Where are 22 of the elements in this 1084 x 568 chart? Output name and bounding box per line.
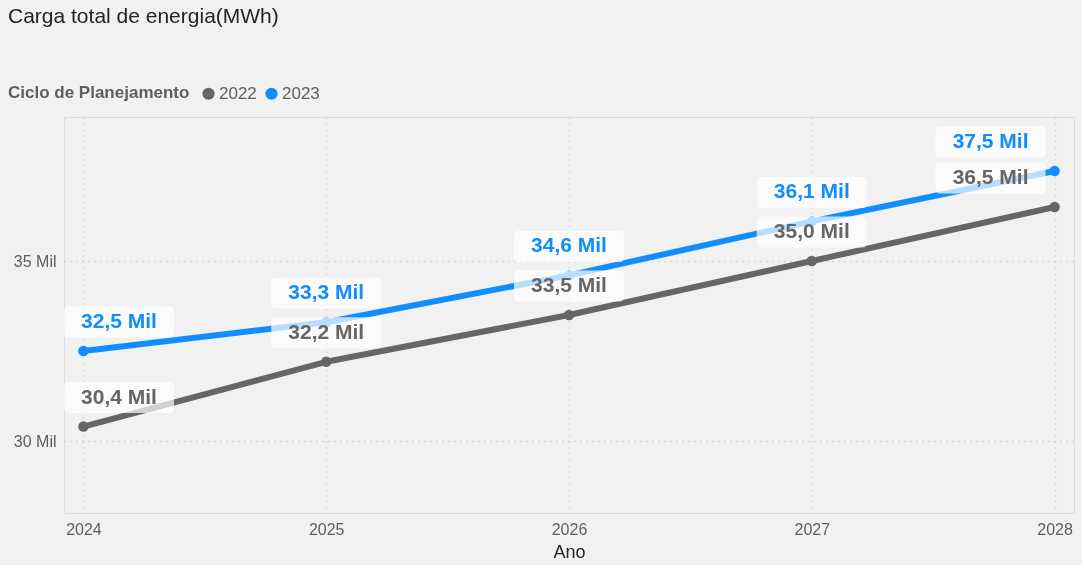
- x-tick-label: 2025: [308, 520, 345, 538]
- data-label: 32,5 Mil: [81, 309, 157, 332]
- data-label: 30,4 Mil: [81, 384, 157, 408]
- y-tick-label: 30 Mil: [13, 432, 57, 450]
- data-label: 37,5 Mil: [952, 129, 1029, 152]
- legend-label: 2023: [282, 83, 320, 103]
- chart-title: Carga total de energia(MWh): [8, 4, 279, 27]
- x-tick-label: 2027: [794, 520, 831, 538]
- data-label: 32,2 Mil: [288, 319, 365, 343]
- data-label: 36,5 Mil: [952, 165, 1029, 188]
- legend-label: 2022: [219, 83, 257, 103]
- data-label: 33,5 Mil: [531, 273, 607, 296]
- legend-title: Ciclo de Planejamento: [8, 83, 190, 102]
- data-label: 34,6 Mil: [531, 233, 607, 257]
- x-tick-label: 2026: [551, 520, 588, 538]
- data-label: 35,0 Mil: [773, 219, 850, 242]
- data-label: 33,3 Mil: [288, 280, 365, 304]
- x-tick-label: 2024: [66, 520, 102, 538]
- y-tick-label: 35 Mil: [13, 252, 57, 270]
- x-axis-title: Ano: [553, 541, 586, 562]
- x-tick-label: 2028: [1037, 520, 1073, 538]
- data-label: 36,1 Mil: [773, 179, 850, 203]
